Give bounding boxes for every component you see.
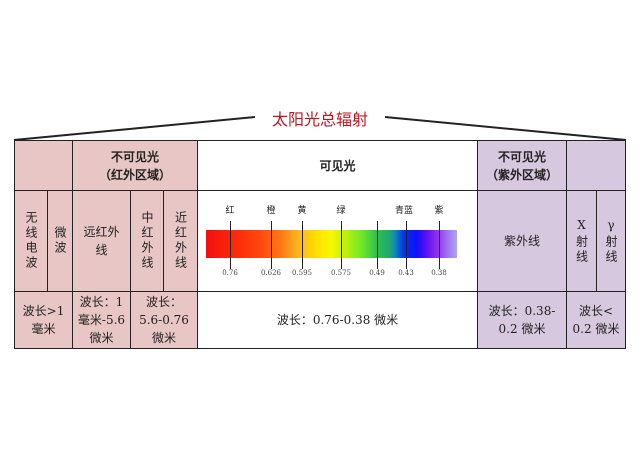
wl-uv-line1: 波长：0.38- [488,304,556,318]
wl-far-ir-line1: 波长：1 [79,295,124,309]
band-near-ir-label: 近红外线 [173,211,188,271]
wl-far-ir-line3: 微米 [89,331,114,345]
band-gamma-label: γ射线 [604,217,618,265]
wl-mid-line3: 微米 [151,331,176,345]
band-xray-label: X射线 [574,217,589,265]
spectrum-wavelength-label: 0.76 [222,269,238,277]
spectrum-wavelength-label: 0.595 [291,269,313,277]
wl-mid-near-ir: 波长： 5.6-0.76 微米 [130,291,198,349]
spectrum-color-label: 绿 [336,206,346,216]
header-infrared-line2: （红外区域） [98,167,171,182]
band-mid-ir-label: 中红外线 [140,211,154,271]
wl-uv-line2: 0.2 微米 [498,322,546,336]
header-infrared: 不可见光 （红外区域） [72,140,198,191]
bracket-left [13,116,256,141]
spectrum-tick [271,221,272,269]
spectrum-color-label: 红 [225,206,235,216]
wl-radio-microwave: 波长>1 毫米 [14,291,73,349]
header-radio-blank [14,140,73,191]
header-uv-line2: （紫外区域） [485,167,558,182]
spectrum-color-label: 橙 [266,206,276,216]
spectrum-tick [341,221,342,269]
band-microwave-label: 微波 [53,226,67,256]
wl-mid-line1: 波长： [145,295,182,309]
spectrum-tick [406,221,407,269]
spectrum-color-label: 青蓝 [394,206,413,216]
band-far-ir: 远红外线 [72,190,131,292]
header-visible: 可见光 [197,140,478,191]
spectrum-wavelength-label: 0.626 [260,269,282,277]
spectrum-wavelength-label: 0.43 [398,269,414,277]
header-uv-line1: 不可见光 [497,149,546,164]
band-xray: X射线 [566,190,597,292]
spectrum-color-label: 黄 [297,206,307,216]
wl-radio-line2: 毫米 [31,322,56,336]
bracket-lines [13,116,627,141]
spectrum-color-label: 紫 [434,206,444,216]
spectrum-tick [377,221,378,269]
header-ultraviolet: 不可见光 （紫外区域） [477,140,567,191]
spectrum-bar [206,230,457,258]
bracket-right [384,116,627,141]
header-infrared-line1: 不可见光 [110,149,159,164]
spectrum-wavelength-label: 0.49 [369,269,385,277]
band-uv: 紫外线 [477,190,567,292]
spectrum-tick [302,221,303,269]
wl-mid-line2: 5.6-0.76 [139,313,189,327]
wl-visible: 波长：0.76-0.38 微米 [197,291,478,349]
spectrum-tick [230,221,231,269]
diagram-title: 太阳光总辐射 [271,110,368,129]
band-mid-ir: 中红外线 [130,190,164,292]
spectrum-wavelength-label: 0.38 [431,269,447,277]
wl-far-ir-line2: 毫米-5.6 [77,313,126,327]
band-microwave: 微波 [47,190,73,292]
wl-uv: 波长：0.38- 0.2 微米 [477,291,567,349]
wl-xray-line2: 0.2 微米 [572,322,620,336]
wl-xray-line1: 波长< [578,304,614,318]
band-radio-label: 无线电波 [24,211,38,271]
wl-far-ir: 波长：1 毫米-5.6 微米 [72,291,131,349]
band-gamma: γ射线 [596,190,626,292]
band-radio: 无线电波 [14,190,48,292]
spectrum-wavelength-label: 0.575 [330,269,352,277]
header-xray-blank [566,140,626,191]
wl-radio-line1: 波长>1 [22,304,65,318]
band-near-ir: 近红外线 [163,190,198,292]
spectrum-tick [439,221,440,269]
wl-xray-gamma: 波长< 0.2 微米 [566,291,626,349]
